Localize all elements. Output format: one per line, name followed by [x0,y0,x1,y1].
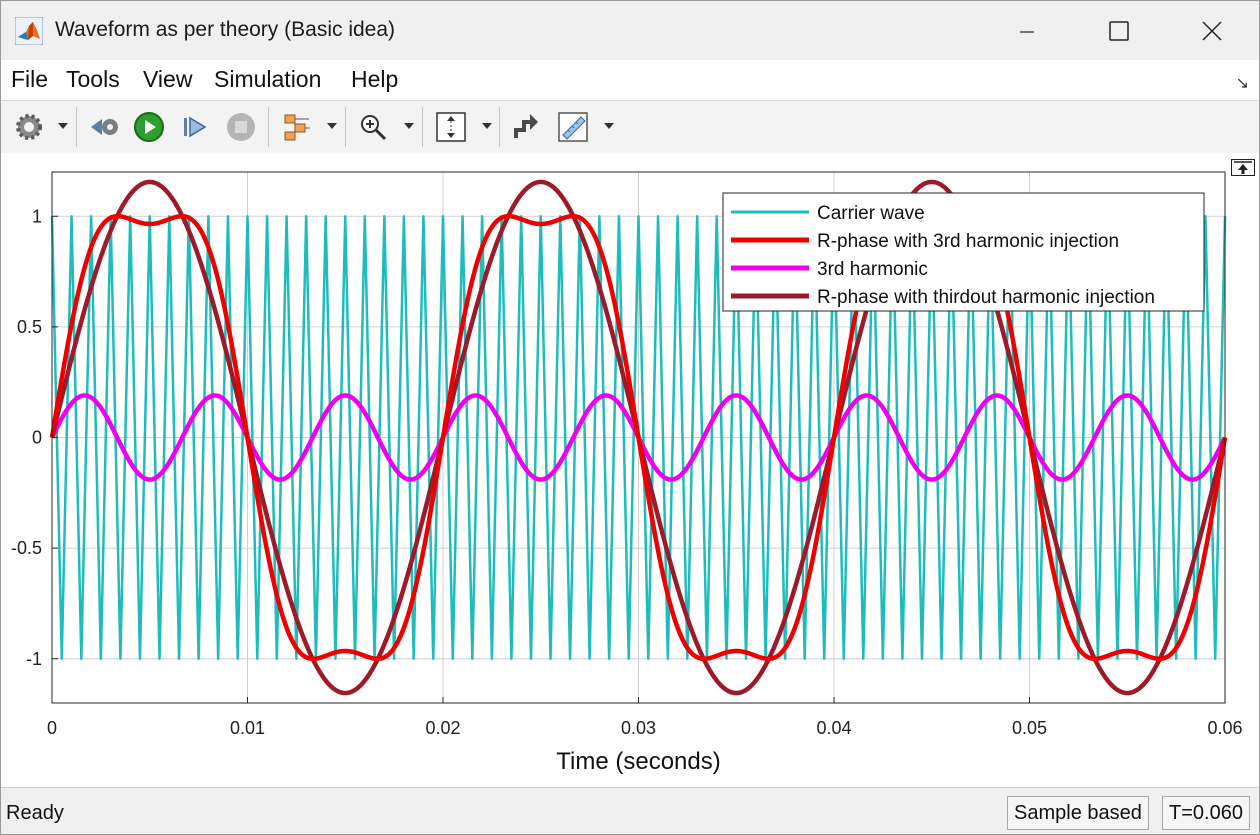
status-ready-text: Ready [6,802,64,824]
menu-file[interactable]: File [11,66,49,92]
x-tick-label: 0.01 [230,718,265,738]
highlight-simulink-block-icon [514,114,538,138]
legend-box [722,192,1205,312]
settings-button[interactable] [13,111,45,143]
x-tick-label: 0.04 [816,718,851,738]
menu-simulation[interactable]: Simulation [214,66,322,92]
signal-selector-icon [284,114,310,141]
title-bar: Waveform as per theory (Basic idea) [1,1,1259,60]
x-tick-label: 0.03 [621,718,656,738]
x-tick-label: 0.05 [1012,718,1047,738]
menu-view[interactable]: View [143,66,193,92]
run-icon [134,112,164,142]
toolbar-separator [268,107,269,147]
y-tick-label: 1 [32,206,42,226]
legend-entry-2: 3rd harmonic [817,259,928,280]
zoom-icon [361,115,387,141]
settings-dropdown-icon[interactable] [58,123,68,129]
minimize-icon [1020,30,1034,33]
window-title: Waveform as per theory (Basic idea) [55,18,396,41]
step-forward-icon [184,116,207,138]
y-tick-label: -1 [26,649,42,669]
run-button[interactable] [133,111,165,143]
measurement-button[interactable] [557,111,589,143]
menu-tools[interactable]: Tools [66,66,120,92]
stop-icon [227,113,255,141]
series-line-1 [49,213,1228,662]
toolbar [1,100,1259,154]
toolbar-separator [76,107,77,147]
measurement-icon [558,112,588,142]
step-forward-button[interactable] [179,111,211,143]
maximize-button[interactable] [1088,1,1150,60]
menu-bar: File Tools View Simulation Help ↘ [1,60,1259,100]
matlab-logo-icon [15,17,43,45]
maximize-icon [1109,20,1129,41]
scope-plot-area: 0 0.01 0.02 0.03 0.04 0.05 0.06 -1 -0.5 0 0.5 1 Time… [1,153,1259,787]
x-axis-label: Time (seconds) [556,748,720,775]
step-back-icon [91,119,118,135]
zoom-button[interactable] [357,111,389,143]
simulation-time-box: T=0.060 [1162,796,1250,830]
measurement-dropdown-icon[interactable] [604,123,614,129]
undock-legend-icon[interactable] [1231,159,1255,176]
autoscale-button[interactable] [435,111,467,143]
signal-selector-dropdown-icon[interactable] [327,123,337,129]
status-bar: Ready Sample based T=0.060 [1,787,1259,834]
minimize-button[interactable] [996,1,1058,60]
y-tick-label: -0.5 [11,538,42,558]
y-tick-label: 0 [32,428,42,448]
step-back-button[interactable] [89,111,121,143]
x-tick-label: 0.02 [425,718,460,738]
toolbar-separator [422,107,423,147]
legend-entry-3: R-phase with thirdout harmonic injection [817,287,1155,308]
autoscale-icon [436,112,466,142]
toolbar-separator [345,107,346,147]
legend-entry-0: Carrier wave [817,203,925,224]
signal-selector-button[interactable] [281,111,313,143]
x-tick-label: 0 [47,718,57,738]
close-button[interactable] [1181,1,1243,60]
settings-icon [16,114,42,140]
sample-mode-box: Sample based [1007,796,1149,830]
menu-help[interactable]: Help [351,66,399,92]
close-icon [1202,20,1222,41]
undock-arrow-icon[interactable]: ↘ [1235,75,1249,92]
y-tick-label: 0.5 [17,317,42,337]
autoscale-dropdown-icon[interactable] [482,123,492,129]
stop-button[interactable] [225,111,257,143]
x-tick-label: 0.06 [1207,718,1242,738]
highlight-block-button[interactable] [509,111,541,143]
waveform-chart[interactable]: 0 0.01 0.02 0.03 0.04 0.05 0.06 -1 -0.5 0 0.5 1 Time… [1,153,1259,787]
zoom-dropdown-icon[interactable] [404,123,414,129]
legend-entry-1: R-phase with 3rd harmonic injection [817,231,1119,252]
toolbar-separator [499,107,500,147]
